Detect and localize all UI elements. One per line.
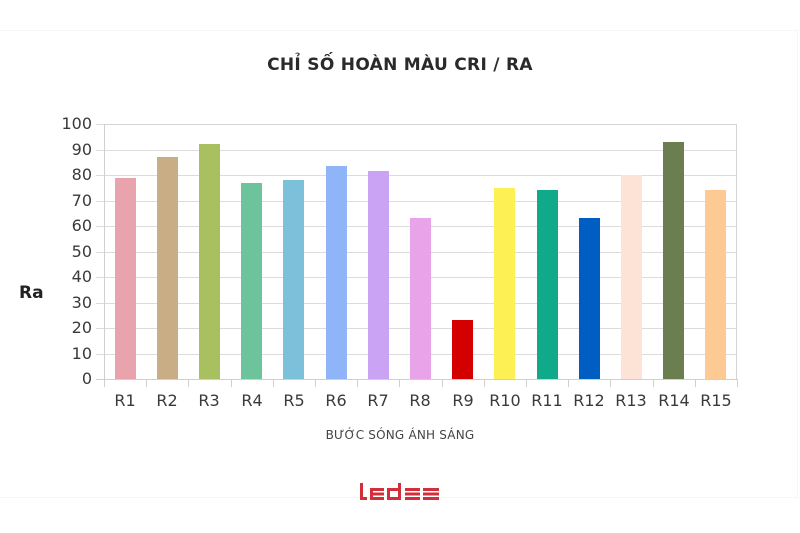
y-tick-label: 100 xyxy=(61,114,92,133)
y-tick-label: 0 xyxy=(81,369,92,388)
bar-r5 xyxy=(283,180,304,379)
x-tick-mark xyxy=(399,379,400,387)
bar-r10 xyxy=(494,188,515,379)
bar-r15 xyxy=(705,190,726,379)
y-tick-label: 90 xyxy=(71,140,92,159)
x-tick-mark xyxy=(231,379,232,387)
x-tick-mark xyxy=(357,379,358,387)
x-tick-label: R14 xyxy=(658,391,690,410)
x-tick-label: R3 xyxy=(198,391,220,410)
bar-r9 xyxy=(452,320,473,379)
x-tick-mark xyxy=(695,379,696,387)
bar-r12 xyxy=(579,218,600,379)
x-tick-label: R1 xyxy=(114,391,136,410)
bar-r2 xyxy=(157,157,178,379)
bar-r1 xyxy=(115,178,136,379)
ledee-logo xyxy=(358,480,442,504)
x-tick-label: R8 xyxy=(409,391,431,410)
y-axis-line xyxy=(104,124,105,387)
bar-r11 xyxy=(537,190,558,379)
x-tick-label: R2 xyxy=(156,391,178,410)
y-tick-label: 30 xyxy=(71,293,92,312)
x-tick-label: R15 xyxy=(700,391,732,410)
gridline xyxy=(96,201,737,202)
gridline xyxy=(96,175,737,176)
x-tick-label: R13 xyxy=(615,391,647,410)
y-tick-label: 10 xyxy=(71,344,92,363)
bar-r14 xyxy=(663,142,684,379)
y-tick-label: 40 xyxy=(71,267,92,286)
x-tick-label: R7 xyxy=(367,391,389,410)
x-tick-mark xyxy=(610,379,611,387)
y-tick-label: 80 xyxy=(71,165,92,184)
x-tick-mark xyxy=(484,379,485,387)
x-tick-label: R5 xyxy=(283,391,305,410)
ledee-logo-icon xyxy=(360,483,439,500)
x-tick-label: R9 xyxy=(452,391,474,410)
y-tick-label: 20 xyxy=(71,318,92,337)
y-tick-label: 60 xyxy=(71,216,92,235)
x-tick-mark xyxy=(653,379,654,387)
bar-r6 xyxy=(326,166,347,379)
x-tick-mark xyxy=(273,379,274,387)
x-tick-mark xyxy=(315,379,316,387)
bar-r7 xyxy=(368,171,389,379)
x-axis-label: BƯỚC SÓNG ÁNH SÁNG xyxy=(325,428,475,442)
x-tick-mark xyxy=(526,379,527,387)
bar-r13 xyxy=(621,175,642,379)
x-tick-mark xyxy=(737,379,738,387)
chart-title: CHỈ SỐ HOÀN MÀU CRI / RA xyxy=(267,55,533,75)
plot-area xyxy=(104,124,737,379)
y-tick-label: 50 xyxy=(71,242,92,261)
bar-r3 xyxy=(199,144,220,379)
x-tick-label: R6 xyxy=(325,391,347,410)
bar-r4 xyxy=(241,183,262,379)
x-tick-mark xyxy=(442,379,443,387)
bar-r8 xyxy=(410,218,431,379)
x-tick-label: R10 xyxy=(489,391,521,410)
y-tick-label: 70 xyxy=(71,191,92,210)
y-axis-label: Ra xyxy=(19,283,44,303)
x-axis-line xyxy=(96,379,737,380)
x-tick-mark xyxy=(188,379,189,387)
x-tick-label: R11 xyxy=(531,391,563,410)
x-tick-label: R4 xyxy=(241,391,263,410)
x-tick-mark xyxy=(146,379,147,387)
x-tick-label: R12 xyxy=(573,391,605,410)
x-tick-mark xyxy=(568,379,569,387)
x-tick-mark xyxy=(104,379,105,387)
gridline xyxy=(96,150,737,151)
